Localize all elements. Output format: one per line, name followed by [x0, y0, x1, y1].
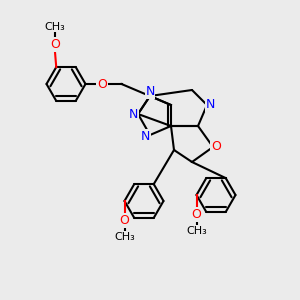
Text: CH₃: CH₃ [114, 232, 135, 242]
Text: N: N [205, 98, 215, 112]
Text: N: N [145, 85, 155, 98]
Text: O: O [120, 214, 129, 227]
Text: O: O [192, 208, 201, 221]
Text: CH₃: CH₃ [44, 22, 65, 32]
Text: O: O [97, 77, 107, 91]
Text: O: O [211, 140, 221, 154]
Text: CH₃: CH₃ [186, 226, 207, 236]
Text: N: N [141, 130, 150, 143]
Text: N: N [129, 107, 138, 121]
Text: O: O [50, 38, 60, 51]
